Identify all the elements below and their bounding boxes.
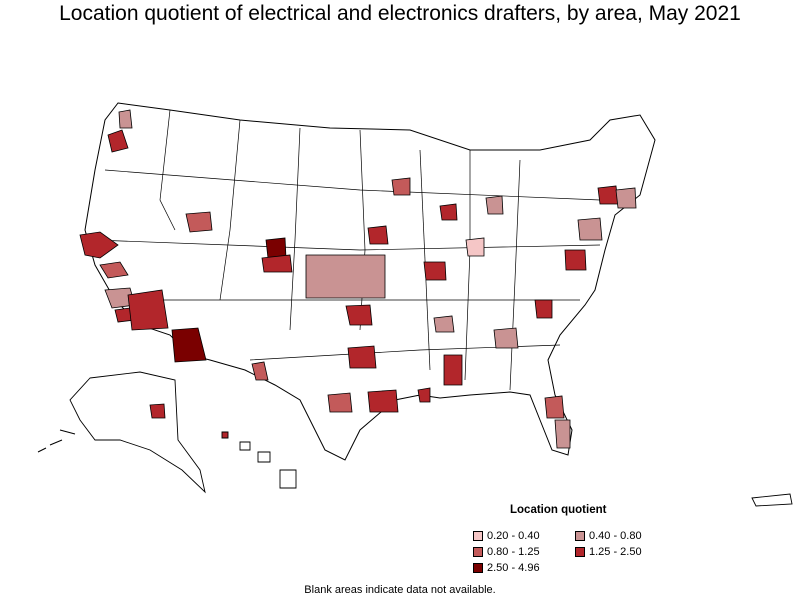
legend-swatch-1	[575, 531, 585, 541]
blank-areas-note: Blank areas indicate data not available.	[304, 584, 496, 596]
legend-label-2: 0.80 - 1.25	[487, 546, 540, 558]
metro-dallas	[347, 345, 377, 369]
legend-swatch-0	[473, 531, 483, 541]
metro-new-england	[615, 187, 637, 209]
metro-fresno	[99, 261, 129, 279]
metro-florida-west	[544, 395, 565, 419]
legend-item-3: 1.25 - 2.50	[575, 546, 642, 558]
legend-swatch-2	[473, 547, 483, 557]
hawaii-islands	[221, 431, 297, 489]
metro-pennsylvania	[577, 217, 603, 241]
metro-missouri	[423, 261, 447, 281]
metro-alabama	[493, 327, 519, 349]
metro-colorado-south	[261, 254, 293, 273]
metro-louisiana	[417, 387, 431, 403]
metro-atlanta	[534, 299, 553, 319]
metro-alaska	[149, 403, 166, 419]
metro-houston	[367, 389, 399, 413]
metro-ohio	[465, 237, 485, 257]
metro-new-mexico	[251, 361, 269, 381]
metro-minneapolis	[391, 177, 411, 196]
metro-utah	[185, 211, 213, 233]
legend-item-2: 0.80 - 1.25	[473, 546, 540, 558]
metro-colorado-north	[265, 237, 287, 259]
metro-portland-wa	[118, 109, 133, 129]
legend-item-1: 0.40 - 0.80	[575, 530, 642, 542]
map-title: Location quotient of electrical and elec…	[59, 2, 741, 25]
metro-tulsa	[345, 304, 373, 326]
alaska-aleutians	[37, 429, 76, 453]
puerto-rico-outline	[751, 493, 793, 507]
metro-virginia	[564, 249, 587, 271]
legend-title: Location quotient	[510, 504, 607, 516]
alaska-outline	[69, 371, 206, 494]
metro-areas	[79, 109, 637, 449]
metro-arizona	[171, 327, 207, 363]
metro-seattle	[107, 129, 129, 153]
legend-swatch-3	[575, 547, 585, 557]
legend-swatch-4	[473, 563, 483, 573]
legend-label-0: 0.20 - 0.40	[487, 530, 540, 542]
metro-new-york	[597, 185, 619, 205]
metro-florida-east	[554, 419, 571, 449]
metro-michigan	[485, 195, 504, 215]
legend-label-3: 1.25 - 2.50	[589, 546, 642, 558]
state-boundaries	[94, 109, 601, 391]
legend-item-0: 0.20 - 0.40	[473, 530, 540, 542]
legend-label-4: 2.50 - 4.96	[487, 562, 540, 574]
metro-kansas	[305, 254, 386, 299]
metro-bay-area	[79, 231, 119, 259]
legend-item-4: 2.50 - 4.96	[473, 562, 540, 574]
metro-austin	[327, 392, 353, 413]
metro-omaha	[367, 225, 389, 245]
metro-chicago	[439, 203, 458, 221]
legend-label-1: 0.40 - 0.80	[589, 530, 642, 542]
metro-nevada	[127, 289, 169, 331]
metro-arkansas	[433, 315, 455, 333]
metro-mississippi	[443, 354, 463, 386]
